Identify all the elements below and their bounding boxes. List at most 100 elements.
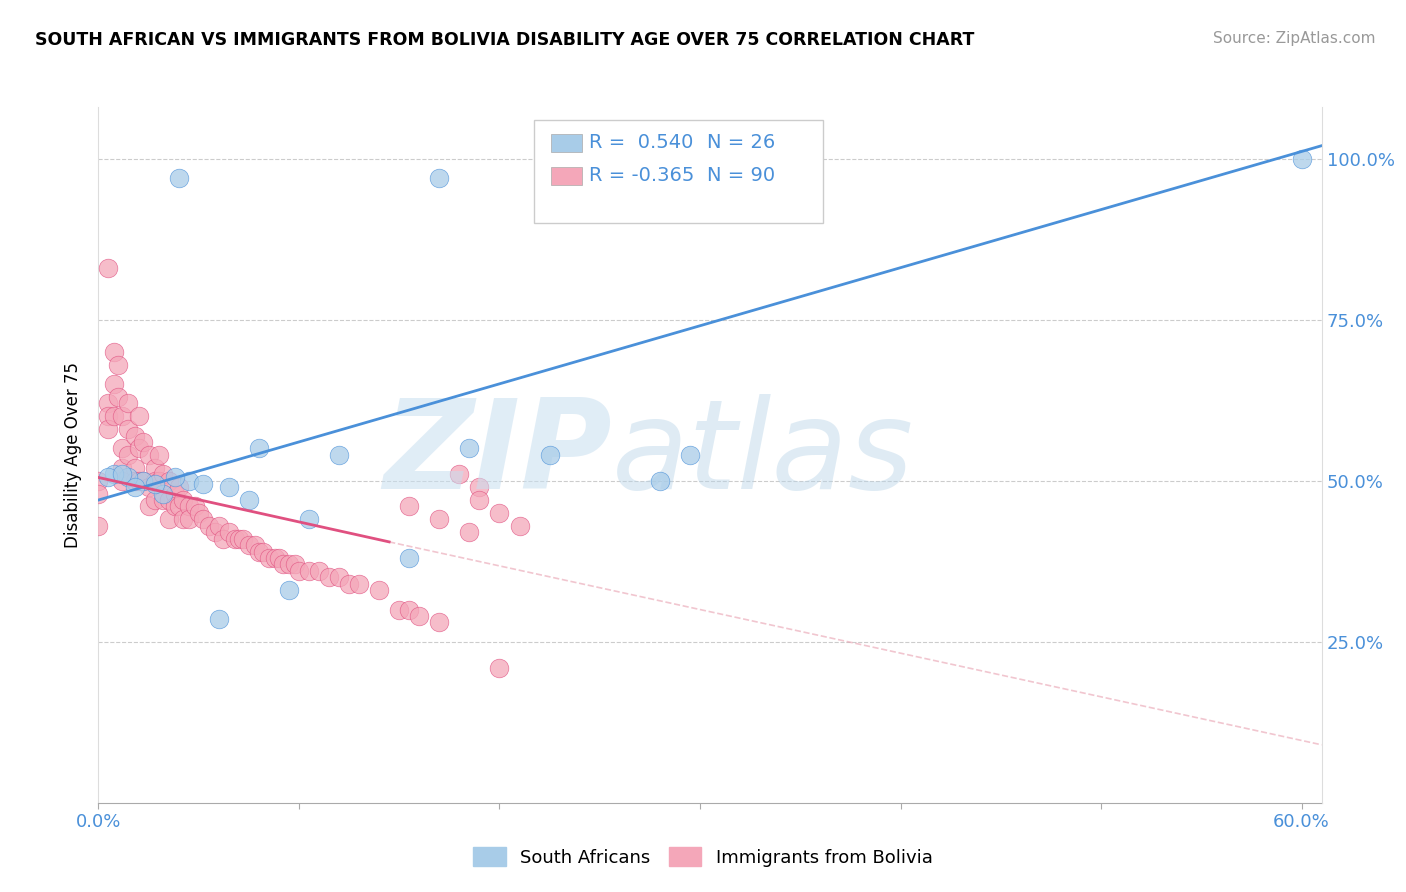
Point: [228, 532, 250, 546]
Point: [468, 480, 491, 494]
Point: [267, 551, 290, 566]
Point: [208, 612, 231, 626]
Point: [328, 448, 350, 462]
Point: [328, 570, 350, 584]
Point: [152, 467, 174, 482]
Point: [143, 474, 166, 488]
Point: [177, 512, 200, 526]
Point: [277, 558, 299, 572]
Point: [152, 493, 174, 508]
Point: [138, 448, 160, 462]
Point: [87, 486, 110, 500]
Point: [163, 486, 186, 500]
Point: [257, 551, 280, 566]
Point: [427, 512, 450, 526]
Point: [117, 470, 139, 484]
Point: [449, 467, 471, 482]
Point: [648, 474, 671, 488]
Point: [143, 460, 166, 475]
Point: [191, 476, 214, 491]
Point: [111, 467, 134, 482]
Point: [157, 474, 180, 488]
Point: [111, 409, 134, 424]
Point: [1291, 152, 1313, 166]
Point: [167, 500, 190, 514]
Point: [157, 512, 180, 526]
Point: [177, 500, 200, 514]
Point: [187, 506, 209, 520]
Point: [117, 448, 139, 462]
Point: [398, 602, 420, 616]
Text: atlas: atlas: [612, 394, 914, 516]
Point: [308, 564, 330, 578]
Point: [368, 583, 391, 598]
Point: [157, 493, 180, 508]
Point: [177, 474, 200, 488]
Point: [131, 474, 153, 488]
Point: [163, 470, 186, 484]
Text: Source: ZipAtlas.com: Source: ZipAtlas.com: [1212, 31, 1375, 46]
Point: [117, 422, 139, 436]
Y-axis label: Disability Age Over 75: Disability Age Over 75: [65, 362, 83, 548]
Point: [138, 480, 160, 494]
Point: [111, 442, 134, 456]
Point: [128, 409, 150, 424]
Point: [131, 474, 153, 488]
Point: [208, 518, 231, 533]
Point: [97, 470, 120, 484]
Point: [124, 480, 146, 494]
Point: [468, 493, 491, 508]
Point: [347, 576, 370, 591]
Point: [284, 558, 307, 572]
Point: [398, 551, 420, 566]
Point: [252, 544, 274, 558]
Text: N = 26: N = 26: [707, 133, 776, 153]
Point: [264, 551, 287, 566]
Point: [138, 500, 160, 514]
Point: [128, 442, 150, 456]
Point: [111, 474, 134, 488]
Point: [271, 558, 294, 572]
Point: [172, 512, 194, 526]
Point: [172, 493, 194, 508]
Point: [167, 170, 190, 185]
Point: [538, 448, 561, 462]
Point: [218, 525, 240, 540]
Point: [204, 525, 226, 540]
Text: R = -0.365: R = -0.365: [589, 166, 695, 186]
Point: [427, 615, 450, 630]
Point: [488, 660, 510, 674]
Point: [238, 538, 260, 552]
Point: [148, 448, 170, 462]
Text: R =  0.540: R = 0.540: [589, 133, 693, 153]
Point: [288, 564, 311, 578]
Point: [124, 428, 146, 442]
Point: [163, 500, 186, 514]
Point: [427, 170, 450, 185]
Point: [103, 344, 125, 359]
Point: [337, 576, 360, 591]
Point: [111, 460, 134, 475]
Point: [124, 460, 146, 475]
Text: SOUTH AFRICAN VS IMMIGRANTS FROM BOLIVIA DISABILITY AGE OVER 75 CORRELATION CHAR: SOUTH AFRICAN VS IMMIGRANTS FROM BOLIVIA…: [35, 31, 974, 49]
Point: [152, 486, 174, 500]
Point: [298, 564, 321, 578]
Point: [211, 532, 233, 546]
Point: [117, 396, 139, 410]
Point: [247, 442, 270, 456]
Point: [107, 390, 129, 404]
Point: [148, 474, 170, 488]
Point: [243, 538, 266, 552]
Point: [488, 506, 510, 520]
Point: [97, 422, 120, 436]
Point: [238, 493, 260, 508]
Point: [143, 476, 166, 491]
Point: [277, 583, 299, 598]
Point: [509, 518, 531, 533]
Point: [224, 532, 246, 546]
Point: [97, 396, 120, 410]
Point: [388, 602, 411, 616]
Point: [408, 609, 430, 624]
Point: [128, 474, 150, 488]
Point: [131, 435, 153, 450]
